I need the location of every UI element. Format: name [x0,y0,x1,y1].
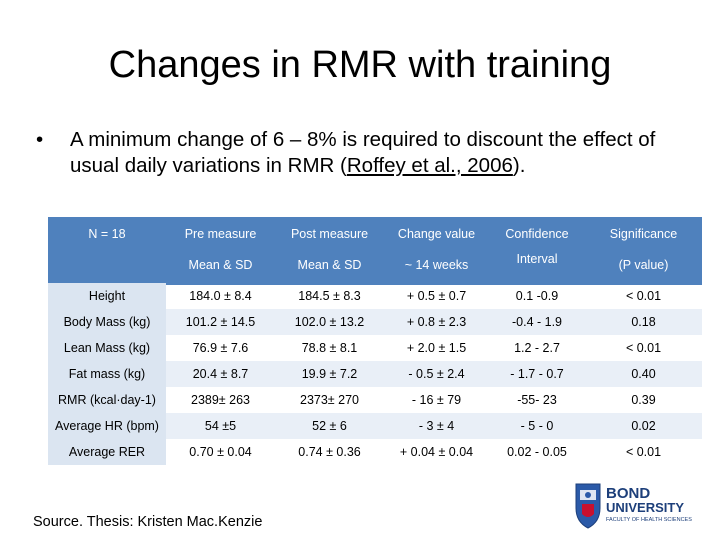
table-cell: 0.02 [631,419,656,433]
table-cell: 52 ± 6 [312,419,347,433]
table-cell: < 0.01 [625,289,662,303]
table-header [48,217,702,285]
row-label: Fat mass (kg) [68,367,146,381]
row-shade [166,413,702,439]
table-cell: + 2.0 ± 1.5 [406,341,467,355]
source-note: Source. Thesis: Kristen Mac.Kenzie [33,514,263,530]
table-cell: - 1.7 - 0.7 [510,367,564,381]
row-shade [166,361,702,387]
bullet-body: A minimum change of 6 – 8% is required t… [70,128,656,177]
table-cell: 101.2 ± 14.5 [185,315,256,329]
row-label-band [48,309,166,335]
table-cell: - 16 ± 79 [411,393,462,407]
row-label: Average RER [68,445,146,459]
header-subcell: (P value) [618,258,669,272]
table-cell: 19.9 ± 7.2 [301,367,358,381]
table-cell: 0.1 -0.9 [515,289,559,303]
bullet-end: ). [512,154,526,177]
table-cell: 0.02 - 0.05 [507,445,567,459]
table-cell: 184.0 ± 8.4 [189,289,252,303]
table-cell: + 0.5 ± 0.7 [406,289,467,303]
table-cell: 76.9 ± 7.6 [192,341,249,355]
table-cell: + 0.8 ± 2.3 [406,315,467,329]
header-subcell: Mean & SD [297,258,362,272]
row-label: Height [88,289,126,303]
table-cell: - 3 ± 4 [418,419,455,433]
table-cell: < 0.01 [625,341,662,355]
header-cell: Post measure [290,227,369,241]
row-label-band [48,361,166,387]
row-label-band [48,413,166,439]
table-cell: 184.5 ± 8.3 [298,289,361,303]
table-cell: + 0.04 ± 0.04 [399,445,474,459]
header-subcell: Interval [516,252,558,266]
university-logo: BOND UNIVERSITY FACULTY OF HEALTH SCIENC… [570,478,700,536]
table-cell: 54 ±5 [204,419,237,433]
header-subcell: ~ 14 weeks [404,258,469,272]
row-label: RMR (kcal·day-1) [58,393,156,407]
header-subcell: Mean & SD [188,258,253,272]
logo-line1: BOND [606,485,650,502]
row-label: Lean Mass (kg) [63,341,151,355]
table-cell: 0.70 ± 0.04 [189,445,252,459]
table-cell: 1.2 - 2.7 [514,341,560,355]
table-cell: 0.74 ± 0.36 [298,445,361,459]
slide-title: Changes in RMR with training [108,44,612,86]
row-label-band [48,283,166,309]
table-cell: 20.4 ± 8.7 [192,367,249,381]
header-cell: Confidence [505,227,569,241]
header-cell: N = 18 [88,227,126,241]
table-cell: - 5 - 0 [520,419,554,433]
bullet-text: A minimum change of 6 – 8% is required t… [70,127,696,179]
header-cell: Change value [397,227,476,241]
row-label: Average HR (bpm) [55,419,159,433]
table-cell: < 0.01 [625,445,662,459]
table-cell: 2373± 270 [300,393,359,407]
table-cell: - 0.5 ± 2.4 [408,367,465,381]
table-cell: 102.0 ± 13.2 [294,315,365,329]
table-cell: -55- 23 [517,393,557,407]
row-label: Body Mass (kg) [63,315,151,329]
bullet-symbol: • [36,128,44,151]
table-cell: 2389± 263 [191,393,250,407]
table-cell: 0.40 [631,367,656,381]
header-cell: Pre measure [184,227,257,241]
crest-icon: BOND UNIVERSITY FACULTY OF HEALTH SCIENC… [575,483,692,529]
bullet-point: • A minimum change of 6 – 8% is required… [36,127,696,179]
table-cell: -0.4 - 1.9 [511,315,563,329]
row-label-band [48,387,166,413]
table-cell: 0.39 [631,393,656,407]
row-shade [166,309,702,335]
header-cell: Significance [609,227,678,241]
citation-link[interactable]: Roffey et al., 2006 [346,154,513,177]
table-cell: 0.18 [631,315,656,329]
table-cell: 78.8 ± 8.1 [301,341,358,355]
logo-line3: FACULTY OF HEALTH SCIENCES [606,517,692,523]
logo-line2: UNIVERSITY [606,500,684,515]
row-label-band [48,335,166,361]
row-label-band [48,439,166,465]
